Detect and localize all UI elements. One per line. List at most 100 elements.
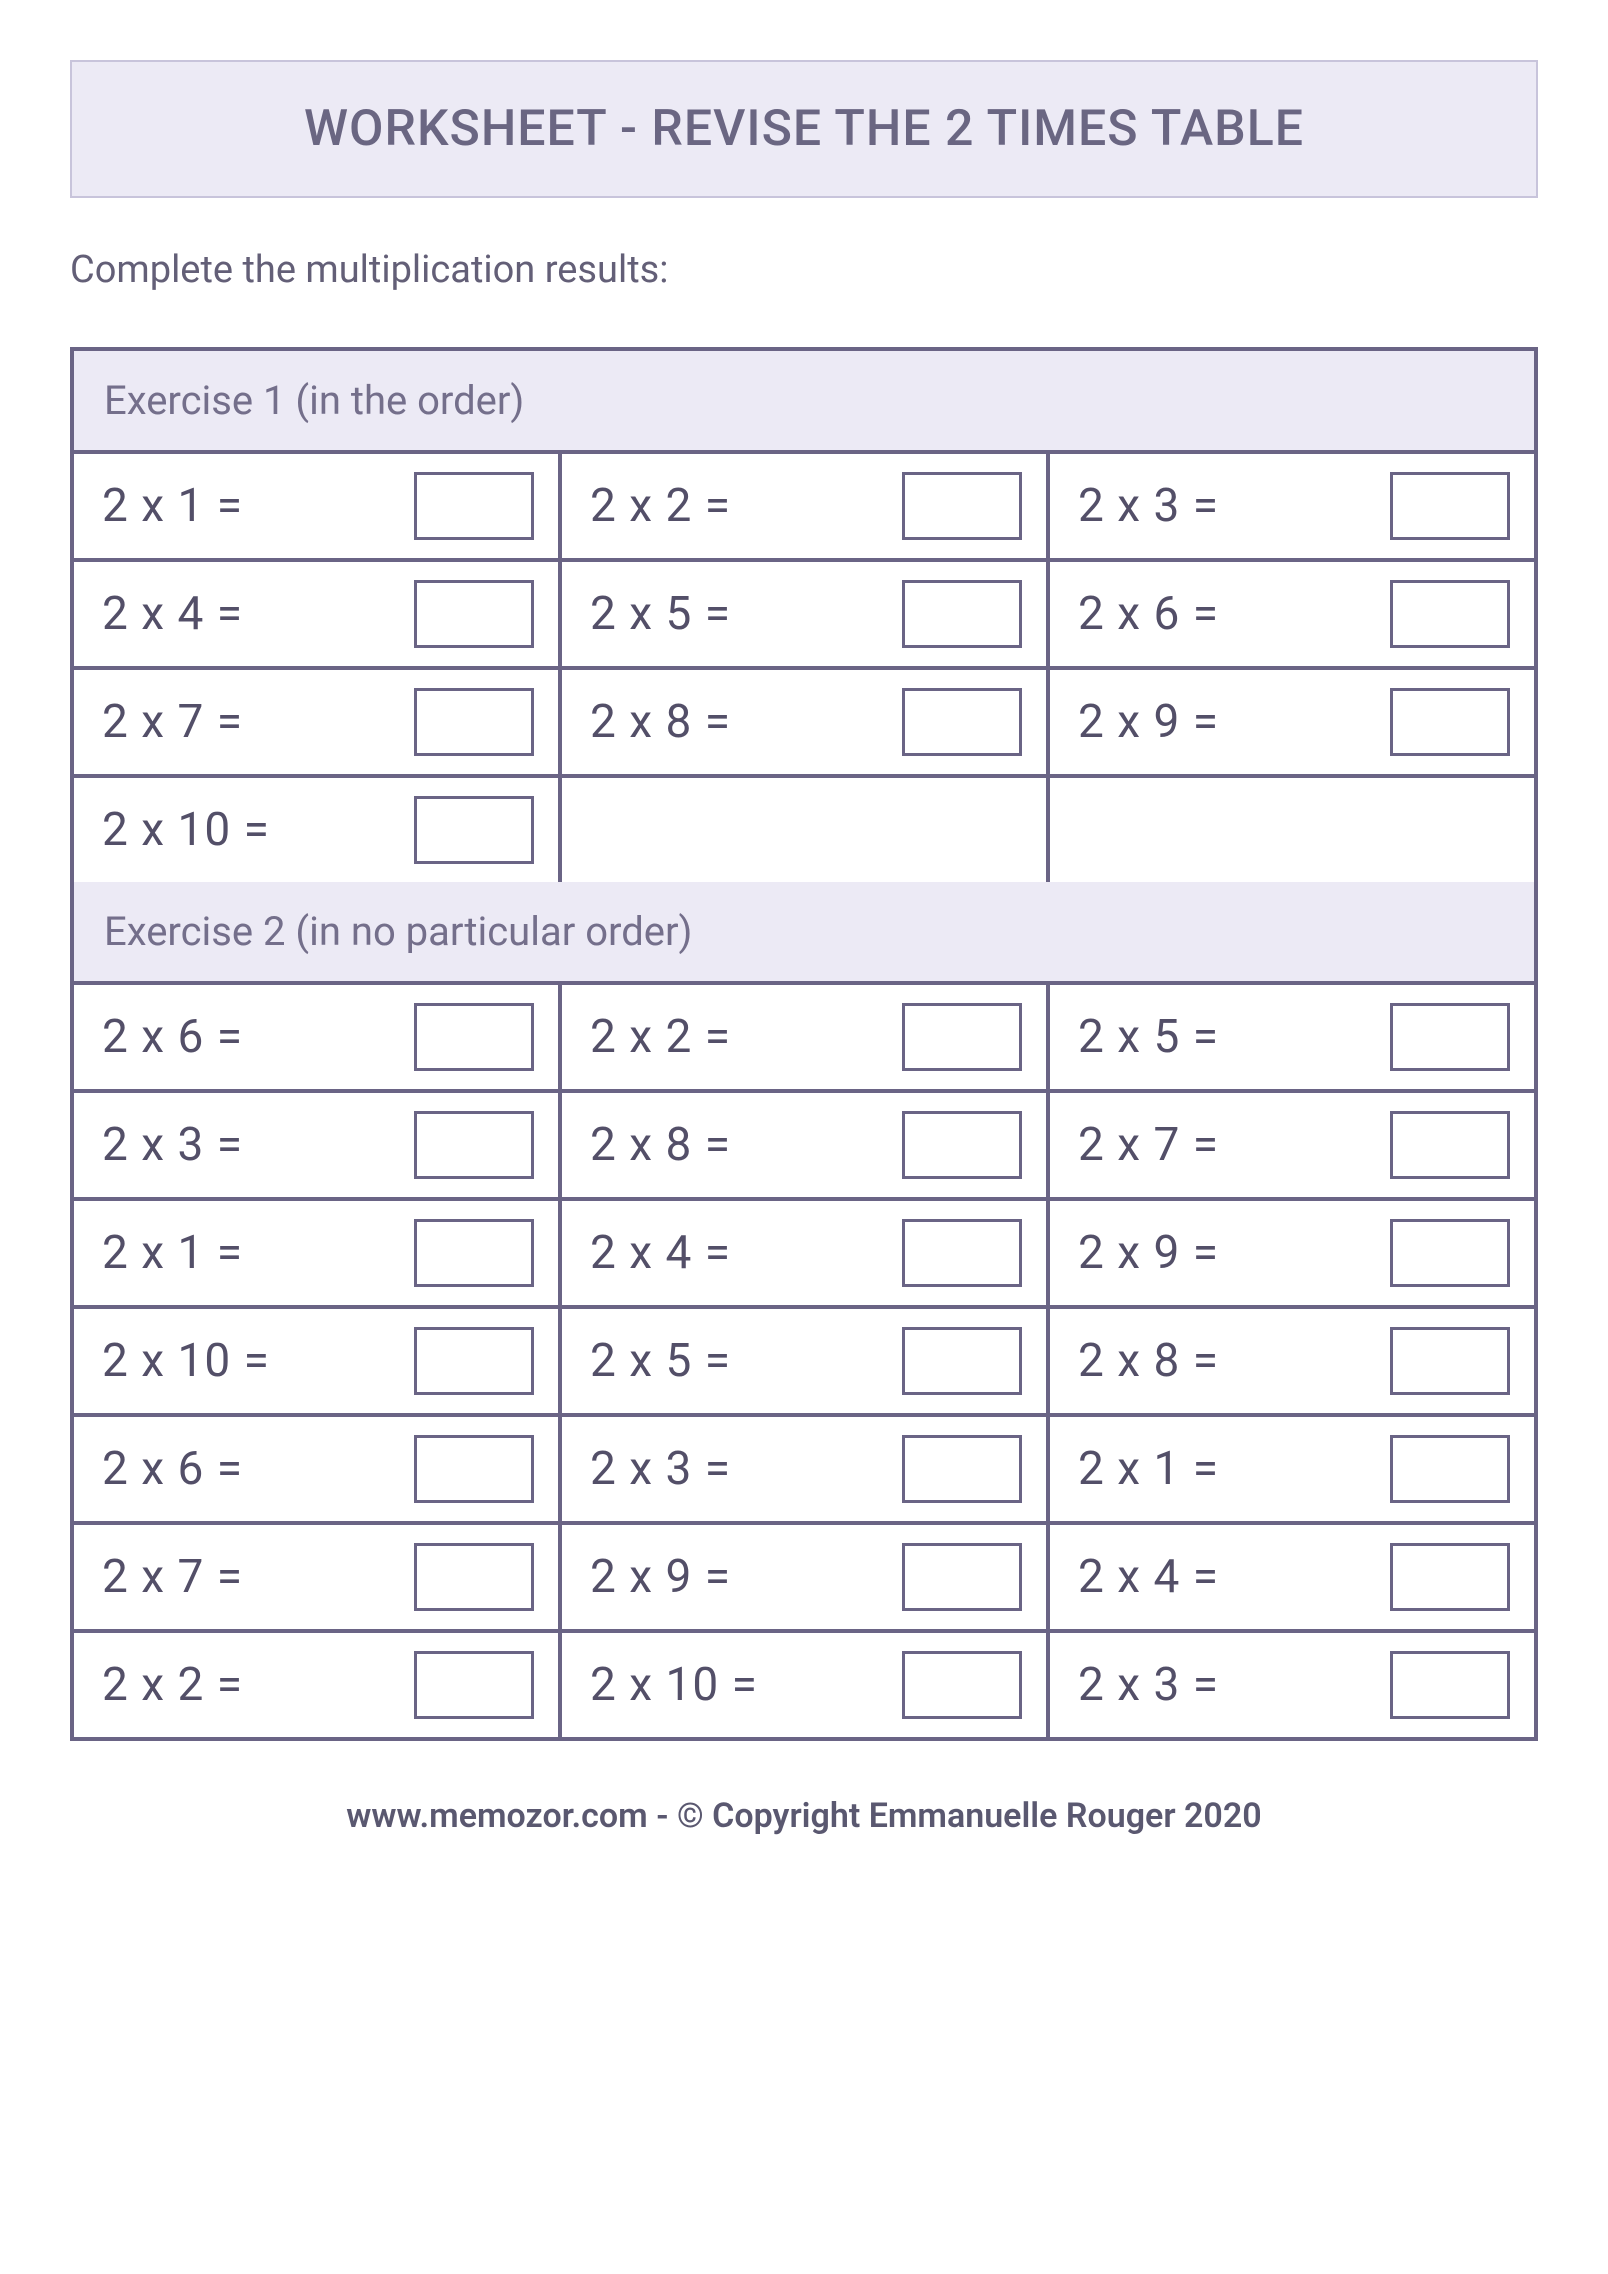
answer-box[interactable] xyxy=(1390,1327,1510,1395)
table-row: 2 x 10 = xyxy=(74,778,1534,882)
problem-cell: 2 x 2 = xyxy=(562,454,1050,562)
worksheet-title: WORKSHEET - REVISE THE 2 TIMES TABLE xyxy=(92,100,1516,158)
answer-box[interactable] xyxy=(902,688,1022,756)
problem-text: 2 x 2 = xyxy=(590,479,731,533)
problem-cell: 2 x 5 = xyxy=(562,1309,1050,1417)
problem-cell: 2 x 4 = xyxy=(74,562,562,670)
problem-cell: 2 x 3 = xyxy=(74,1093,562,1201)
answer-box[interactable] xyxy=(414,580,534,648)
problem-cell: 2 x 3 = xyxy=(1050,1633,1534,1737)
answer-box[interactable] xyxy=(902,1219,1022,1287)
answer-box[interactable] xyxy=(414,472,534,540)
problem-text: 2 x 9 = xyxy=(590,1550,731,1604)
answer-box[interactable] xyxy=(1390,688,1510,756)
table-row: 2 x 6 = 2 x 2 = 2 x 5 = xyxy=(74,985,1534,1093)
problem-cell: 2 x 8 = xyxy=(562,670,1050,778)
answer-box[interactable] xyxy=(902,1327,1022,1395)
problem-text: 2 x 4 = xyxy=(1078,1550,1219,1604)
problem-cell: 2 x 10 = xyxy=(562,1633,1050,1737)
table-row: 2 x 1 = 2 x 2 = 2 x 3 = xyxy=(74,454,1534,562)
table-row: 2 x 1 = 2 x 4 = 2 x 9 = xyxy=(74,1201,1534,1309)
problem-text: 2 x 5 = xyxy=(590,587,731,641)
answer-box[interactable] xyxy=(414,688,534,756)
problem-text: 2 x 4 = xyxy=(590,1226,731,1280)
problem-cell: 2 x 6 = xyxy=(1050,562,1534,670)
answer-box[interactable] xyxy=(1390,1651,1510,1719)
problem-text: 2 x 7 = xyxy=(102,1550,243,1604)
problem-cell xyxy=(562,778,1050,882)
problem-text: 2 x 7 = xyxy=(102,695,243,749)
problem-text: 2 x 10 = xyxy=(102,803,270,857)
table-row: 2 x 7 = 2 x 9 = 2 x 4 = xyxy=(74,1525,1534,1633)
table-row: 2 x 3 = 2 x 8 = 2 x 7 = xyxy=(74,1093,1534,1201)
answer-box[interactable] xyxy=(1390,1543,1510,1611)
problem-cell: 2 x 7 = xyxy=(1050,1093,1534,1201)
answer-box[interactable] xyxy=(1390,1219,1510,1287)
problem-cell: 2 x 9 = xyxy=(1050,1201,1534,1309)
answer-box[interactable] xyxy=(1390,1003,1510,1071)
problem-text: 2 x 3 = xyxy=(1078,1658,1219,1712)
problem-text: 2 x 9 = xyxy=(1078,1226,1219,1280)
answer-box[interactable] xyxy=(902,472,1022,540)
problem-text: 2 x 1 = xyxy=(1078,1442,1219,1496)
exercise-1-body: 2 x 1 = 2 x 2 = 2 x 3 = 2 x 4 = 2 x 5 = 2 x 6… xyxy=(74,454,1534,882)
instruction-text: Complete the multiplication results: xyxy=(70,248,1538,292)
problem-text: 2 x 4 = xyxy=(102,587,243,641)
problem-cell: 2 x 4 = xyxy=(1050,1525,1534,1633)
problem-cell: 2 x 10 = xyxy=(74,778,562,882)
problem-text: 2 x 10 = xyxy=(590,1658,758,1712)
problem-text: 2 x 6 = xyxy=(102,1442,243,1496)
exercise-2-body: 2 x 6 = 2 x 2 = 2 x 5 = 2 x 3 = 2 x 8 = 2 x 7… xyxy=(74,985,1534,1737)
answer-box[interactable] xyxy=(414,1651,534,1719)
problem-text: 2 x 1 = xyxy=(102,1226,243,1280)
answer-box[interactable] xyxy=(902,1543,1022,1611)
problem-cell: 2 x 6 = xyxy=(74,1417,562,1525)
problem-text: 2 x 3 = xyxy=(102,1118,243,1172)
problem-text: 2 x 8 = xyxy=(590,695,731,749)
problem-text: 2 x 5 = xyxy=(1078,1010,1219,1064)
problem-text: 2 x 5 = xyxy=(590,1334,731,1388)
problem-cell xyxy=(1050,778,1534,882)
problem-cell: 2 x 8 = xyxy=(1050,1309,1534,1417)
problem-text: 2 x 6 = xyxy=(1078,587,1219,641)
answer-box[interactable] xyxy=(1390,472,1510,540)
answer-box[interactable] xyxy=(1390,1435,1510,1503)
problem-cell: 2 x 1 = xyxy=(74,454,562,562)
answer-box[interactable] xyxy=(414,1435,534,1503)
problem-cell: 2 x 6 = xyxy=(74,985,562,1093)
answer-box[interactable] xyxy=(902,1111,1022,1179)
problem-text: 2 x 2 = xyxy=(102,1658,243,1712)
answer-box[interactable] xyxy=(902,1003,1022,1071)
answer-box[interactable] xyxy=(902,1651,1022,1719)
answer-box[interactable] xyxy=(414,1003,534,1071)
answer-box[interactable] xyxy=(1390,580,1510,648)
problem-text: 2 x 10 = xyxy=(102,1334,270,1388)
table-row: 2 x 6 = 2 x 3 = 2 x 1 = xyxy=(74,1417,1534,1525)
worksheet-table: Exercise 1 (in the order) 2 x 1 = 2 x 2 =… xyxy=(70,347,1538,1741)
problem-text: 2 x 7 = xyxy=(1078,1118,1219,1172)
answer-box[interactable] xyxy=(414,1327,534,1395)
problem-text: 2 x 3 = xyxy=(1078,479,1219,533)
answer-box[interactable] xyxy=(414,1111,534,1179)
answer-box[interactable] xyxy=(414,1219,534,1287)
exercise-1-header: Exercise 1 (in the order) xyxy=(74,351,1534,454)
answer-box[interactable] xyxy=(414,796,534,864)
problem-text: 2 x 2 = xyxy=(590,1010,731,1064)
problem-text: 2 x 8 = xyxy=(590,1118,731,1172)
problem-cell: 2 x 3 = xyxy=(562,1417,1050,1525)
table-row: 2 x 4 = 2 x 5 = 2 x 6 = xyxy=(74,562,1534,670)
answer-box[interactable] xyxy=(414,1543,534,1611)
problem-cell: 2 x 4 = xyxy=(562,1201,1050,1309)
answer-box[interactable] xyxy=(1390,1111,1510,1179)
problem-text: 2 x 8 = xyxy=(1078,1334,1219,1388)
problem-cell: 2 x 2 = xyxy=(74,1633,562,1737)
exercise-2-header: Exercise 2 (in no particular order) xyxy=(74,882,1534,985)
problem-cell: 2 x 1 = xyxy=(1050,1417,1534,1525)
problem-text: 2 x 9 = xyxy=(1078,695,1219,749)
answer-box[interactable] xyxy=(902,1435,1022,1503)
table-row: 2 x 10 = 2 x 5 = 2 x 8 = xyxy=(74,1309,1534,1417)
answer-box[interactable] xyxy=(902,580,1022,648)
title-banner: WORKSHEET - REVISE THE 2 TIMES TABLE xyxy=(70,60,1538,198)
problem-cell: 2 x 5 = xyxy=(1050,985,1534,1093)
problem-cell: 2 x 7 = xyxy=(74,1525,562,1633)
